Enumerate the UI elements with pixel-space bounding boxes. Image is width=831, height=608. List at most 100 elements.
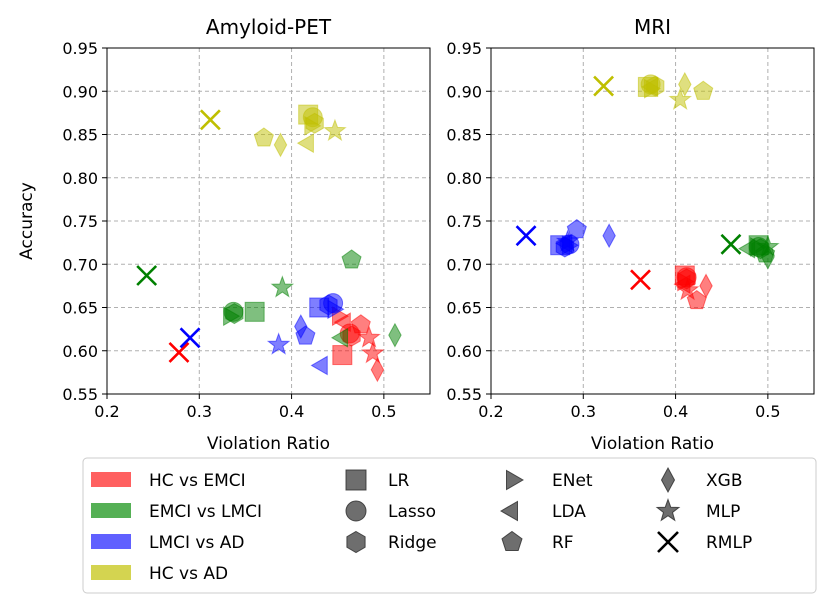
- point-emci-vs-lmci-rmlp: [720, 233, 742, 255]
- x-axis-label: Violation Ratio: [591, 434, 714, 454]
- legend-swatch-hc-vs-emci: [91, 472, 131, 487]
- legend-label-rf: RF: [552, 533, 574, 553]
- legend-label-lasso: Lasso: [388, 502, 436, 522]
- x-tick-label: 0.2: [94, 402, 119, 421]
- panel-mri: 0.2 0.3 0.4 0.5 0.55 0.60 0.65 0.70 0.75 0.80 0.85…: [446, 15, 815, 454]
- y-tick-label: 0.75: [62, 212, 98, 231]
- legend-label-lda: LDA: [552, 502, 586, 522]
- point-hc-vs-ad-rf: [693, 80, 714, 100]
- y-tick-label: 0.65: [62, 299, 98, 318]
- point-hc-vs-emci-xgb: [370, 357, 385, 383]
- legend-marker-lr: [345, 469, 367, 491]
- legend-label-hc-vs-emci: HC vs EMCI: [149, 471, 246, 491]
- x-tick-label: 0.3: [571, 402, 596, 421]
- point-hc-vs-ad-rf: [253, 127, 274, 147]
- y-tick-label: 0.95: [62, 39, 98, 58]
- legend-swatch-hc-vs-ad: [91, 565, 131, 580]
- y-tick-label: 0.90: [62, 82, 98, 101]
- point-hc-vs-emci-lda: [333, 312, 351, 333]
- x-tick-label: 0.3: [187, 402, 212, 421]
- point-emci-vs-lmci-xgb: [388, 322, 402, 348]
- x-tick-label: 0.5: [755, 402, 780, 421]
- point-emci-vs-lmci-lda: [330, 327, 349, 348]
- x-axis-label: Violation Ratio: [207, 434, 330, 454]
- legend-label-mlp: MLP: [706, 502, 740, 522]
- y-tick-label: 0.55: [446, 385, 482, 404]
- point-hc-vs-emci-lr: [332, 345, 353, 366]
- point-lmci-vs-ad-rmlp: [179, 327, 201, 349]
- legend-swatch-emci-vs-lmci: [91, 503, 131, 518]
- point-lmci-vs-ad-mlp: [555, 229, 580, 252]
- y-axis-label: Accuracy: [17, 182, 37, 260]
- point-lmci-vs-ad-mlp: [266, 332, 291, 355]
- point-emci-vs-lmci-rf: [341, 249, 362, 269]
- legend-label-hc-vs-ad: HC vs AD: [149, 564, 228, 584]
- point-hc-vs-emci-mlp: [360, 340, 385, 364]
- legend-label-ridge: Ridge: [388, 533, 437, 553]
- point-lmci-vs-ad-rf: [566, 219, 587, 239]
- y-tick-label: 0.60: [446, 342, 482, 361]
- legend-label-emci-vs-lmci: EMCI vs LMCI: [149, 502, 262, 522]
- legend-marker-lasso: [345, 500, 367, 522]
- x-tick-label: 0.4: [279, 402, 304, 421]
- point-hc-vs-emci-mlp: [675, 277, 700, 301]
- point-lmci-vs-ad-xgb: [602, 223, 616, 249]
- point-lmci-vs-ad-xgb: [294, 314, 308, 339]
- y-tick-label: 0.95: [446, 39, 482, 58]
- legend-label-lr: LR: [388, 471, 409, 491]
- legend-marker-enet: [506, 469, 524, 491]
- y-tick-label: 0.70: [62, 255, 98, 274]
- x-tick-label: 0.4: [663, 402, 688, 421]
- point-hc-vs-emci-xgb: [699, 273, 713, 299]
- x-tick-label: 0.5: [371, 402, 396, 421]
- y-tick-label: 0.80: [446, 169, 482, 188]
- y-tick-label: 0.85: [446, 126, 482, 145]
- legend-marker-ridge: [346, 530, 366, 554]
- legend-marker-rmlp: [657, 531, 679, 553]
- y-tick-label: 0.85: [62, 126, 98, 145]
- point-emci-vs-lmci-lr: [244, 301, 265, 322]
- point-lmci-vs-ad-rmlp: [515, 225, 537, 247]
- legend-swatch-lmci-vs-ad: [91, 534, 131, 549]
- legend-label-rmlp: RMLP: [706, 533, 752, 553]
- legend-label-xgb: XGB: [706, 471, 742, 491]
- point-hc-vs-emci-rmlp: [630, 269, 651, 291]
- y-tick-label: 0.80: [62, 169, 98, 188]
- legend-marker-xgb: [660, 466, 676, 494]
- x-tick-label: 0.2: [478, 402, 503, 421]
- legend-label-enet: ENet: [552, 471, 593, 491]
- point-hc-vs-ad-xgb: [273, 132, 288, 158]
- point-hc-vs-ad-mlp: [668, 87, 692, 110]
- point-hc-vs-ad-lda: [296, 133, 314, 154]
- point-hc-vs-ad-lda: [641, 77, 659, 97]
- point-emci-vs-lmci-mlp: [756, 234, 780, 257]
- point-lmci-vs-ad-enet: [327, 299, 345, 320]
- point-hc-vs-emci-rmlp: [168, 342, 190, 363]
- chart-title: Amyloid-PET: [206, 15, 332, 39]
- point-emci-vs-lmci-rmlp: [136, 265, 158, 286]
- legend-label-lmci-vs-ad: LMCI vs AD: [149, 533, 244, 553]
- point-hc-vs-ad-xgb: [678, 71, 692, 97]
- point-emci-vs-lmci-lda: [737, 238, 756, 259]
- legend-frame: [82, 457, 817, 594]
- legend-marker-mlp: [655, 498, 681, 522]
- y-tick-label: 0.75: [446, 212, 482, 231]
- chart-title: MRI: [634, 15, 671, 39]
- legend-marker-lda: [500, 500, 518, 522]
- point-hc-vs-emci-rf: [350, 314, 371, 334]
- legend-marker-rf: [501, 530, 523, 551]
- point-hc-vs-ad-rmlp: [593, 75, 615, 97]
- y-tick-label: 0.55: [62, 385, 98, 404]
- point-hc-vs-ad-mlp: [323, 118, 347, 142]
- point-emci-vs-lmci-enet: [223, 306, 241, 327]
- point-hc-vs-ad-rmlp: [199, 109, 221, 131]
- legend: HC vs EMCI EMCI vs LMCI LMCI vs AD HC vs AD…: [82, 457, 817, 594]
- point-hc-vs-ad-enet: [304, 115, 322, 136]
- point-lmci-vs-ad-lda: [310, 355, 328, 376]
- y-tick-label: 0.90: [446, 82, 482, 101]
- point-emci-vs-lmci-mlp: [270, 275, 295, 298]
- panel-amyloid-pet: 0.2 0.3 0.4 0.5 0.55 0.60 0.65 0.70 0.75 0.80 0.85…: [17, 15, 431, 454]
- point-hc-vs-emci-mlp: [357, 325, 381, 348]
- y-tick-label: 0.70: [446, 255, 482, 274]
